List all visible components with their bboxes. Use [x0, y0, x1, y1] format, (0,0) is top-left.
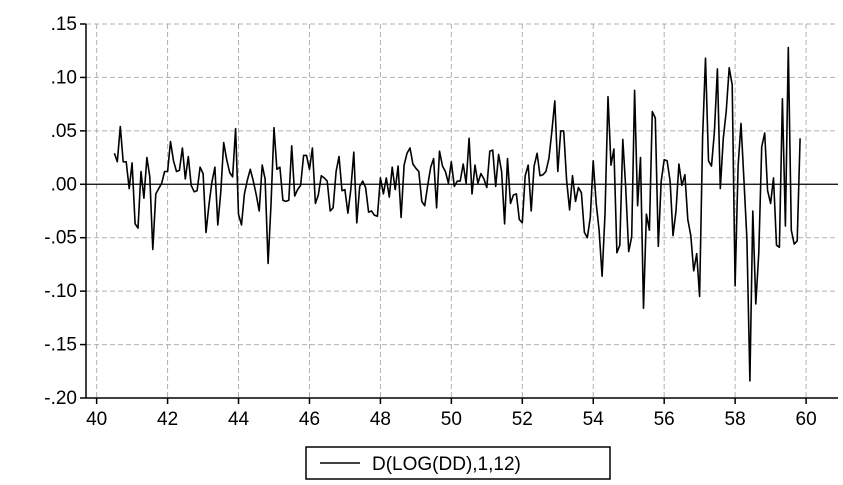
- legend-label: D(LOG(DD),1,12): [372, 454, 521, 475]
- gridlines: [86, 23, 838, 399]
- x-tick-label: 52: [512, 409, 533, 430]
- y-tick-label: .15: [51, 14, 77, 35]
- x-tick-label: 42: [157, 409, 178, 430]
- x-tick-label: 46: [299, 409, 320, 430]
- x-tick-label: 44: [228, 409, 250, 430]
- y-tick-label: -.10: [44, 281, 77, 302]
- x-tick-labels: 40 42 44 46 48 50 52 54 56 58 60: [86, 409, 817, 430]
- y-tick-label: -.15: [44, 335, 77, 356]
- axes: [80, 23, 838, 404]
- y-tick-label: -.05: [44, 228, 77, 249]
- y-tick-label: .05: [51, 121, 77, 142]
- y-tick-label: .00: [51, 174, 77, 195]
- y-tick-label: .10: [51, 67, 77, 88]
- x-tick-label: 48: [370, 409, 391, 430]
- x-tick-label: 54: [583, 409, 605, 430]
- y-tick-label: -.20: [44, 388, 77, 409]
- x-tick-label: 56: [654, 409, 675, 430]
- y-tick-labels: .15 .10 .05 .00 -.05 -.10 -.15 -.20: [44, 14, 77, 409]
- legend: D(LOG(DD),1,12): [305, 446, 611, 480]
- series-line-d-log-dd: [113, 46, 801, 382]
- x-tick-label: 60: [796, 409, 817, 430]
- x-tick-label: 50: [441, 409, 462, 430]
- x-tick-label: 58: [725, 409, 746, 430]
- x-tick-label: 40: [86, 409, 107, 430]
